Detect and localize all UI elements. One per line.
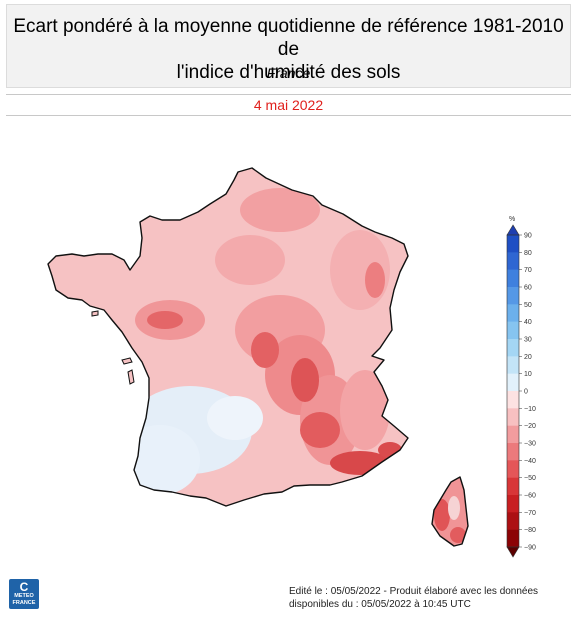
corsica-dry-south: [450, 527, 466, 543]
dry-zone-north: [240, 188, 320, 232]
legend-band: [507, 391, 519, 409]
legend-band: [507, 529, 519, 548]
logo-text-meteo: METEO: [14, 593, 34, 599]
legend-tick-label: 60: [524, 285, 532, 292]
france-map: [47, 167, 469, 547]
humid-zone-landes: [120, 425, 200, 495]
meteo-france-logo: C METEO FRANCE: [9, 579, 39, 609]
legend-tick-label: −90: [524, 545, 536, 552]
legend-tick-label: 70: [524, 267, 532, 274]
legend-tick-label: 0: [524, 389, 528, 396]
logo-mark: C: [19, 580, 29, 594]
title-panel: Ecart pondéré à la moyenne quotidienne d…: [6, 4, 571, 88]
legend-tick-label: 80: [524, 250, 532, 257]
legend-tick-label: −50: [524, 475, 536, 482]
legend-tick-label: −40: [524, 458, 536, 465]
mainland-coastline: [47, 167, 409, 507]
very-dry-auvergne: [291, 358, 319, 402]
legend-tick-label: 30: [524, 337, 532, 344]
legend-band: [507, 252, 519, 270]
map-title-line2: l'indice d'humidité des sols: [176, 62, 401, 83]
dry-zone-paris: [215, 235, 285, 285]
very-dry-alsace: [365, 262, 385, 298]
legend-tick-label: −60: [524, 493, 536, 500]
very-dry-vendee: [147, 311, 183, 329]
legend-band: [507, 477, 519, 496]
ile-d-oleron: [127, 369, 135, 385]
date-panel: 4 mai 2022: [6, 94, 571, 116]
map-title-line1: Ecart pondéré à la moyenne quotidienne d…: [13, 16, 564, 60]
legend-band: [507, 356, 519, 374]
legend-band: [507, 425, 519, 444]
footer-data-date: disponibles du : 05/05/2022 à 10:45 UTC: [289, 599, 471, 610]
legend-band: [507, 269, 519, 288]
corsica-dry-west: [434, 499, 450, 531]
logo-text-france: FRANCE: [12, 600, 36, 606]
very-dry-riviera: [378, 442, 402, 458]
very-dry-limousin: [251, 332, 279, 368]
legend-top-arrow: [506, 224, 520, 236]
legend-band: [507, 495, 519, 513]
legend-unit: %: [509, 216, 515, 223]
humid-zone-gascony: [207, 396, 263, 440]
legend-tick-label: 90: [524, 233, 532, 240]
legend-band: [507, 235, 519, 253]
ile-de-re: [121, 357, 133, 365]
legend-band: [507, 339, 519, 357]
very-dry-cevennes: [300, 412, 340, 448]
footer-note: Edité le : 05/05/2022 - Produit élaboré …: [289, 585, 569, 611]
legend-bottom-arrow: [506, 546, 520, 558]
corsica-coastline: [431, 476, 469, 547]
footer-edit-date: Edité le : 05/05/2022 - Produit élaboré …: [289, 586, 539, 597]
legend-band: [507, 460, 519, 478]
legend-band: [507, 512, 519, 530]
legend-tick-label: −20: [524, 423, 536, 430]
legend-tick-label: 50: [524, 302, 532, 309]
map-subtitle: France: [266, 65, 311, 81]
map-date: 4 mai 2022: [253, 97, 324, 113]
legend-band: [507, 408, 519, 426]
legend-tick-label: 10: [524, 371, 532, 378]
legend-tick-label: 20: [524, 354, 532, 361]
legend-band: [507, 321, 519, 340]
belle-ile: [91, 310, 99, 317]
legend-tick-label: −30: [524, 441, 536, 448]
legend-band: [507, 304, 519, 322]
legend-band: [507, 443, 519, 461]
legend-tick-label: −70: [524, 510, 536, 517]
corsica-moist-core: [448, 496, 460, 520]
legend-tick-label: 40: [524, 319, 532, 326]
legend-band: [507, 373, 519, 392]
color-scale-legend: % 90 80 70 60 50 40 30 20 10 0 −10 −20 −30 −40 −50 −60 −…: [506, 216, 536, 558]
dry-zone-alps: [340, 370, 390, 450]
map-title: Ecart pondéré à la moyenne quotidienne d…: [7, 15, 570, 84]
legend-frame: [506, 234, 520, 548]
legend-tick-label: −10: [524, 406, 536, 413]
legend-band: [507, 287, 519, 305]
legend-tick-label: −80: [524, 527, 536, 534]
